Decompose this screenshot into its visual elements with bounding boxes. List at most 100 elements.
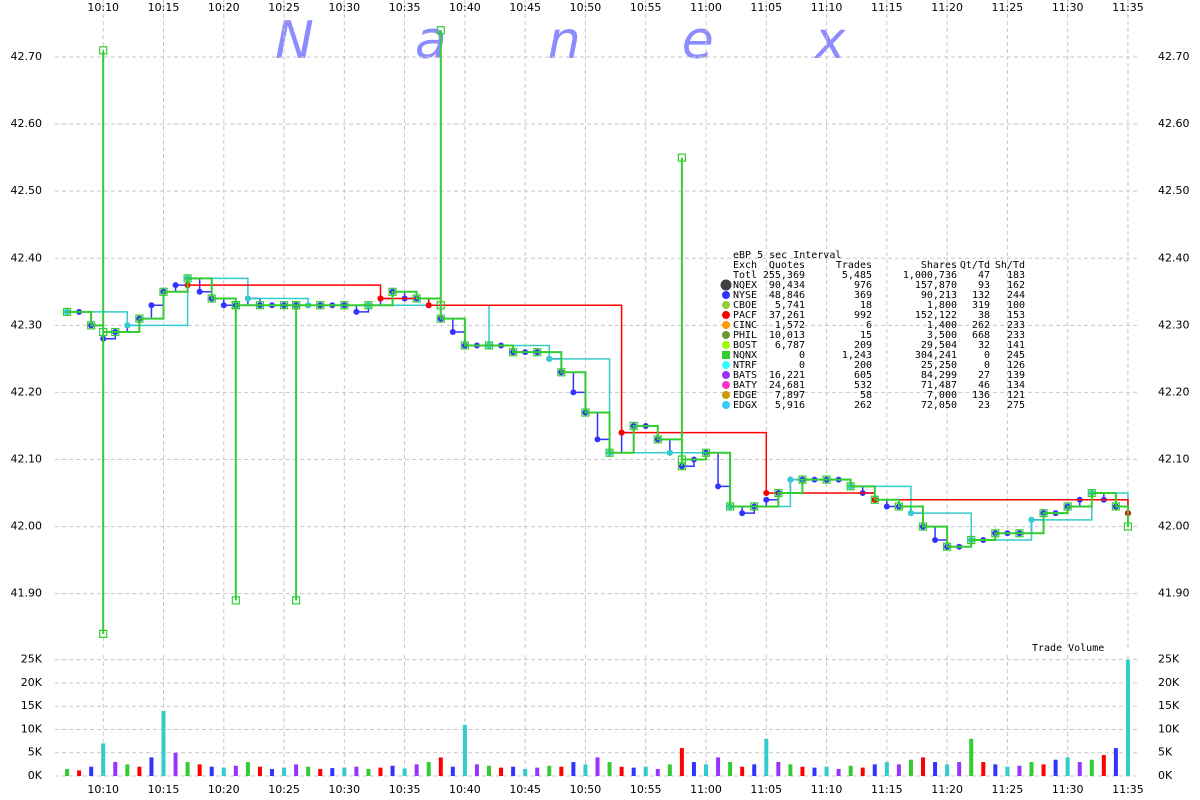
x-tick-label: 10:45	[509, 783, 541, 796]
volume-bar	[499, 767, 504, 776]
legend-cell: 605	[854, 370, 872, 381]
volume-bar	[571, 762, 576, 776]
legend-cell: 5,741	[775, 300, 805, 311]
x-tick-label: 10:30	[328, 783, 360, 796]
legend-cell: 152,122	[915, 310, 957, 321]
volume-bar	[245, 762, 250, 776]
legend-cell: NYSE	[733, 290, 757, 301]
legend-cell: 25,250	[921, 360, 957, 371]
y-tick-label-right: 10K	[1158, 722, 1180, 735]
volume-bar	[282, 767, 287, 776]
volume-bar	[1077, 762, 1082, 776]
quote-marker	[763, 490, 770, 497]
volume-bar	[716, 757, 721, 776]
x-tick-label: 10:20	[208, 1, 240, 14]
legend-cell: 16,221	[769, 370, 805, 381]
quote-marker	[763, 496, 770, 503]
y-tick-label: 42.70	[11, 50, 43, 63]
trade-marker	[340, 301, 349, 310]
trade-marker	[1063, 502, 1072, 511]
legend-cell: 46	[978, 380, 990, 391]
quote-marker	[449, 329, 456, 336]
volume-bar	[390, 765, 395, 776]
volume-bar	[655, 769, 660, 776]
legend-cell: NTRF	[733, 360, 757, 371]
trade-marker	[1087, 488, 1096, 498]
volume-bar	[872, 764, 877, 776]
volume-bar	[860, 767, 865, 776]
y-tick-label-right: 42.20	[1158, 385, 1190, 398]
trade-marker	[255, 301, 265, 310]
trade-marker	[1015, 529, 1024, 538]
volume-bar	[1029, 762, 1034, 776]
volume-bar	[137, 766, 142, 776]
trade-marker	[159, 287, 168, 296]
volume-bar	[595, 757, 600, 776]
legend-marker	[722, 331, 730, 339]
legend-cell: 0	[984, 360, 990, 371]
x-tick-label: 10:15	[148, 1, 180, 14]
legend-cell: 3,500	[927, 330, 957, 341]
legend-header: Qt/Td	[960, 260, 990, 271]
y-tick-label-right: 42.00	[1158, 520, 1190, 533]
legend-cell: 668	[972, 330, 990, 341]
legend-marker	[722, 311, 730, 319]
quote-marker	[594, 436, 601, 443]
legend-cell: 319	[972, 300, 990, 311]
trade-marker	[726, 502, 735, 511]
legend-cell: 209	[854, 340, 872, 351]
trade-marker	[279, 301, 289, 310]
legend-marker	[722, 401, 730, 409]
trade-marker	[364, 301, 373, 310]
legend-marker	[722, 301, 730, 309]
x-tick-label: 11:00	[690, 783, 722, 796]
trade-marker	[918, 522, 928, 531]
legend-cell: CINC	[733, 320, 757, 331]
volume-bar	[631, 767, 636, 776]
legend-marker	[720, 279, 732, 291]
trade-marker	[436, 301, 445, 310]
legend-cell: BATS	[733, 370, 757, 381]
x-tick-label: 10:10	[87, 1, 119, 14]
legend-title: eBP 5 sec Interval	[733, 250, 841, 261]
legend-cell: 233	[1007, 320, 1025, 331]
trade-marker	[798, 475, 807, 484]
x-tick-label: 11:10	[811, 783, 843, 796]
volume-bar	[619, 766, 624, 776]
quote-marker	[353, 308, 360, 315]
volume-bar	[667, 764, 672, 776]
trade-marker	[62, 307, 72, 317]
legend-cell: 141	[1007, 340, 1025, 351]
legend-cell: 369	[854, 290, 872, 301]
y-tick-label: 42.50	[11, 184, 43, 197]
volume-bar	[1053, 759, 1058, 776]
quote-marker	[546, 355, 553, 362]
legend-cell: 245	[1007, 350, 1025, 361]
trade-marker	[1039, 509, 1048, 518]
x-tick-label: 10:25	[268, 1, 300, 14]
legend-cell: 275	[1007, 400, 1025, 411]
volume-bar	[643, 766, 648, 776]
volume-bar	[691, 762, 696, 776]
legend-cell: 132	[972, 290, 990, 301]
legend-cell: EDGE	[733, 390, 757, 401]
legend-marker	[722, 371, 730, 379]
quote-marker	[715, 483, 722, 490]
legend-cell: 15	[860, 330, 872, 341]
trade-marker	[99, 46, 108, 55]
volume-bar	[547, 765, 552, 776]
volume-bar	[788, 764, 793, 776]
volume-bar	[438, 757, 443, 776]
trade-marker	[99, 327, 108, 337]
trade-marker	[292, 301, 301, 310]
volume-bar	[969, 738, 974, 776]
volume-bar	[1065, 757, 1070, 776]
legend-cell: 304,241	[915, 350, 957, 361]
legend-cell: 27	[978, 370, 990, 381]
legend-cell: BOST	[733, 340, 757, 351]
y-tick-label-right: 5K	[1158, 746, 1173, 759]
y-tick-label-right: 42.50	[1158, 184, 1190, 197]
legend-cell: 0	[799, 360, 805, 371]
volume-bar	[848, 765, 853, 776]
